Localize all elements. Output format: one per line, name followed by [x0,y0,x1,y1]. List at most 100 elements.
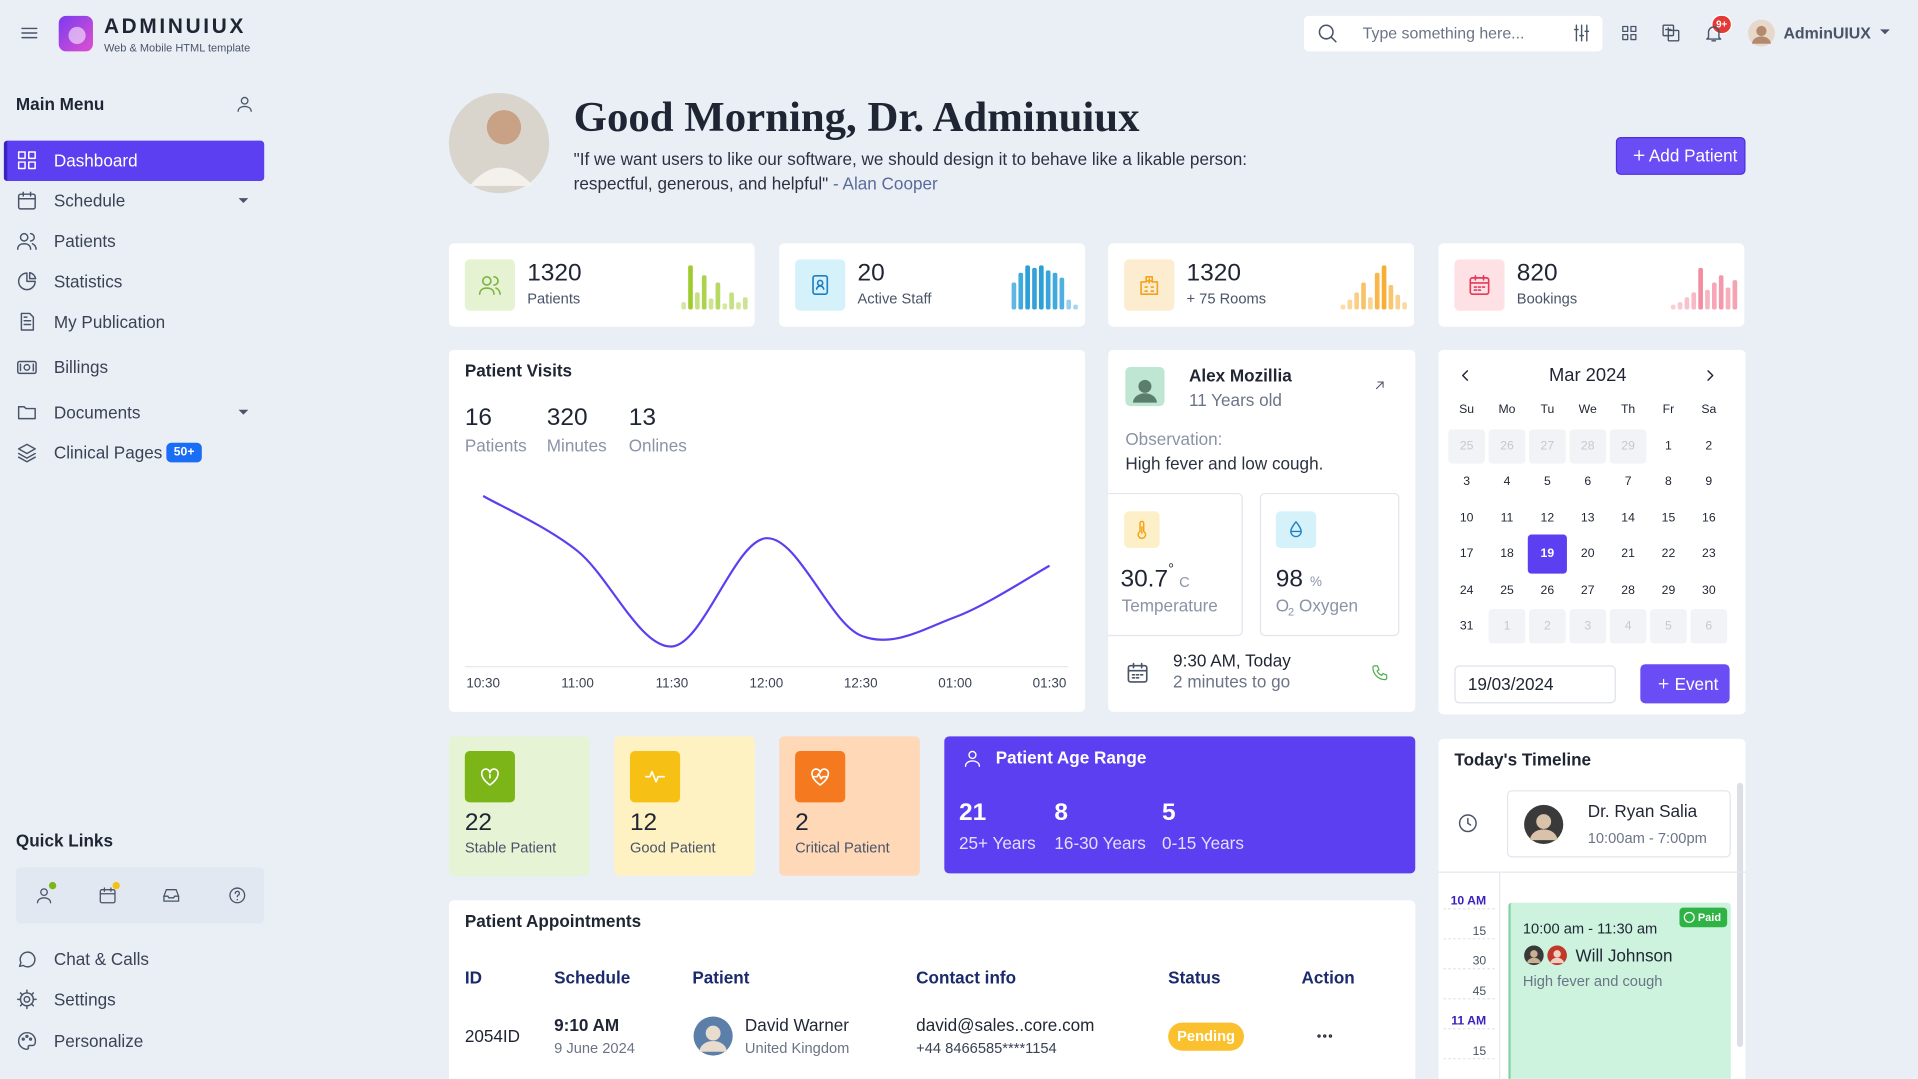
calendar-day[interactable]: 2 [1543,619,1551,634]
age-group-value: 8 [1054,799,1069,827]
muted-day-bg [1448,429,1485,464]
icon-shape [17,242,32,250]
calendar-day[interactable]: 31 [1459,619,1474,634]
greeting-title: Good Morning, Dr. Adminuiux [573,92,1140,141]
menu-item[interactable]: Billings [53,357,109,377]
calendar-day[interactable]: 3 [1463,475,1471,490]
muted-day-bg [1690,609,1728,644]
calendar-day[interactable]: 3 [1584,619,1592,634]
icon-shape [1622,25,1629,33]
cell-time: 9:10 AM [554,1015,620,1035]
calendar-card [1438,349,1746,715]
calendar-day[interactable]: 8 [1665,475,1672,490]
selected-day[interactable]: 19 [1540,547,1555,562]
calendar-day[interactable]: 26 [1540,583,1555,598]
event-time: 10:00 am - 11:30 am [1522,919,1658,937]
calendar-day[interactable]: 25 [1500,583,1514,598]
calendar-day[interactable]: 5 [1543,475,1551,490]
menu-item[interactable]: Documents [53,402,141,423]
oxygen-unit: % [1310,574,1323,590]
menu-item[interactable]: Patients [53,231,116,251]
calendar-day[interactable]: 1 [1665,439,1672,454]
visit-total: 13 [628,404,656,432]
calendar-day[interactable]: 7 [1624,475,1632,490]
icon-shape [19,232,29,242]
calendar-day[interactable]: 9 [1705,475,1713,490]
icon-shape [29,232,37,250]
stat-icon [1124,259,1175,311]
search-box[interactable] [1303,15,1603,52]
menu-item[interactable]: My Publication [53,311,166,332]
calendar-day[interactable]: 21 [1621,547,1635,562]
stat-icon [1454,259,1505,311]
muted-day-bg [1609,609,1647,644]
date-input[interactable] [1454,665,1616,704]
calendar-day[interactable]: 2 [1705,439,1713,454]
calendar-day[interactable]: 5 [1665,619,1672,634]
calendar-day[interactable]: 4 [1624,619,1632,634]
calendar-day[interactable]: 22 [1661,547,1676,562]
calendar-day[interactable]: 10 [1459,511,1474,526]
menu-item[interactable]: Clinical Pages [53,442,163,463]
menu-item[interactable]: Settings [53,989,116,1010]
calendar-day[interactable]: 12 [1540,511,1555,526]
visit-label: Onlines [628,435,687,456]
calendar-day[interactable]: 27 [1540,439,1555,454]
calendar-day[interactable]: 29 [1621,439,1635,454]
column-header: ID [464,967,482,988]
x-tick-label: 01:00 [938,676,972,692]
menu-item[interactable]: Schedule [53,190,126,211]
stat-label: Bookings [1516,289,1578,308]
menu-item[interactable]: Dashboard [53,150,138,171]
calendar-day[interactable]: 18 [1500,547,1514,562]
stat-value: 1320 [1186,259,1241,287]
stat-icon [795,259,846,311]
icon-users [17,232,37,250]
profile-body [469,167,534,186]
calendar-day[interactable]: 23 [1702,547,1716,562]
calendar-day[interactable]: 26 [1500,439,1514,454]
icon-shape [28,271,37,280]
age-range-card [944,736,1416,874]
calendar-day[interactable]: 20 [1580,547,1595,562]
profile-face [486,110,522,145]
stat-label: + 75 Rooms [1186,289,1267,308]
quick-links-heading: Quick Links [15,830,113,851]
menu-item[interactable]: Chat & Calls [53,949,150,969]
calendar-day[interactable]: 27 [1580,583,1595,598]
calendar-day[interactable]: 14 [1621,511,1635,526]
calendar-day[interactable]: 15 [1661,511,1676,526]
weekday: Sa [1701,403,1717,417]
icon-layers [17,443,36,463]
calendar-day[interactable]: 4 [1503,475,1511,490]
menu-badge [166,442,202,463]
status-badge [1168,1022,1245,1051]
quote-text: "If we want users to like our software, … [573,149,1248,194]
weekday: Su [1459,403,1475,417]
calendar-day[interactable]: 13 [1580,511,1595,526]
timeline-title: Today's Timeline [1454,749,1592,770]
calendar-day[interactable]: 11 [1500,511,1514,526]
event-button[interactable] [1640,664,1730,704]
temperature-unit: C [1179,573,1190,591]
menu-item[interactable]: Personalize [53,1031,144,1051]
calendar-day[interactable]: 29 [1661,583,1676,598]
user-name[interactable]: AdminUIUX [1783,23,1871,43]
status-label: Good Patient [629,839,716,857]
menu-badge-text: 50+ [173,445,195,460]
patient-name: Alex Mozillia [1188,365,1292,386]
calendar-day[interactable]: 28 [1580,439,1595,454]
calendar-day[interactable]: 28 [1621,583,1635,598]
icon-shape [18,1031,37,1050]
calendar-day[interactable]: 6 [1705,619,1713,634]
menu-item[interactable]: Statistics [53,271,123,292]
calendar-day[interactable]: 6 [1584,475,1592,490]
active-item[interactable] [3,140,265,182]
menu-heading: Main Menu [15,94,105,114]
calendar-day[interactable]: 17 [1459,547,1474,562]
calendar-day[interactable]: 1 [1503,619,1511,634]
calendar-day[interactable]: 30 [1702,583,1716,598]
calendar-day[interactable]: 16 [1702,511,1716,526]
calendar-day[interactable]: 24 [1459,583,1474,598]
calendar-day[interactable]: 25 [1459,439,1474,454]
